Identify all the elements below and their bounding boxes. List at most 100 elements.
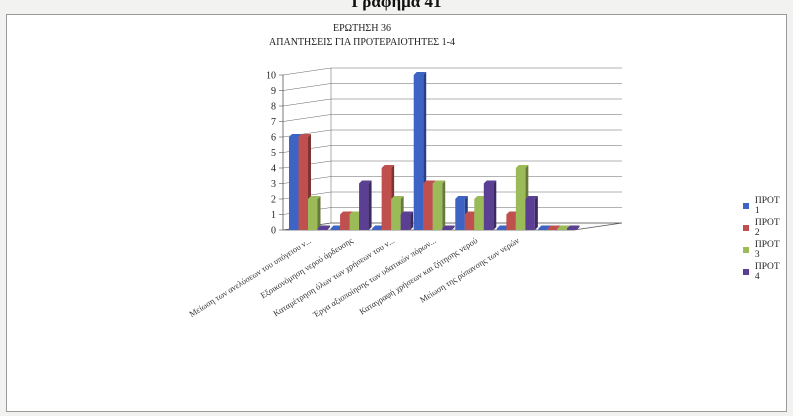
legend-label: ΠΡΟΤ 3 <box>754 240 780 260</box>
bar <box>308 199 318 230</box>
bar <box>515 168 526 230</box>
bar-top <box>298 134 311 137</box>
bar-side <box>317 196 321 230</box>
bar-top <box>423 180 436 184</box>
bar-top <box>432 180 446 184</box>
bar-top <box>496 225 510 229</box>
chart-frame: ΕΡΩΤΗΣΗ 36 ΑΠΑΝΤΗΣΕΙΣ ΓΙΑ ΠΡΟΤΕΡΑΙΟΤΗΤΕΣ… <box>6 14 787 412</box>
legend-swatch <box>743 269 749 275</box>
bar-top <box>442 225 455 229</box>
bar-side <box>410 211 414 230</box>
chart-title: ΕΡΩΤΗΣΗ 36 <box>333 23 391 34</box>
bar-top <box>400 211 414 215</box>
bar <box>547 228 558 230</box>
bar-top <box>455 196 468 199</box>
y-tick-label: 1 <box>271 210 276 221</box>
bar-top <box>381 165 395 168</box>
y-tick-label: 10 <box>266 71 276 82</box>
bar <box>474 199 484 230</box>
y-tick-label: 0 <box>271 226 276 237</box>
y-tick-label: 5 <box>271 148 276 159</box>
bar-top <box>474 196 487 199</box>
bar <box>525 199 535 230</box>
gridline-side <box>282 114 332 122</box>
legend-label: ΠΡΟΤ 4 <box>754 262 780 282</box>
bar <box>538 228 548 230</box>
grid-layer <box>279 67 623 231</box>
legend-item: ΠΡΟΤ 1 <box>743 195 786 217</box>
bar-top <box>359 180 372 184</box>
bar <box>349 214 360 230</box>
legend-item: ΠΡΟΤ 2 <box>743 217 786 239</box>
gridline-side <box>282 83 332 91</box>
bar-side <box>442 180 446 230</box>
bar-top <box>372 225 385 229</box>
gridline-side <box>282 67 332 76</box>
y-tick-label: 2 <box>271 195 276 206</box>
bar-side <box>493 180 497 230</box>
bar <box>381 168 392 230</box>
y-tick-label: 3 <box>271 179 276 190</box>
bar-top <box>308 196 321 199</box>
bar <box>298 137 308 230</box>
bar <box>496 228 507 230</box>
bar <box>455 199 465 230</box>
legend-swatch <box>743 225 749 231</box>
bar-side <box>451 225 455 230</box>
bar-top <box>483 180 497 184</box>
legend-swatch <box>743 247 749 253</box>
legend: ΠΡΟΤ 1 ΠΡΟΤ 2 ΠΡΟΤ 3 ΠΡΟΤ 4 <box>743 195 786 283</box>
bar <box>391 199 401 230</box>
bar-top <box>538 225 551 229</box>
legend-item: ΠΡΟΤ 3 <box>743 239 786 261</box>
bar <box>506 214 516 230</box>
bar-top <box>525 196 538 199</box>
y-tick-label: 4 <box>271 164 276 175</box>
bar <box>317 228 327 230</box>
bar <box>423 183 433 230</box>
legend-swatch <box>743 203 749 209</box>
bar-top <box>547 225 561 229</box>
y-tick-label: 6 <box>271 133 276 144</box>
bar-top <box>330 225 344 229</box>
bar <box>413 75 424 230</box>
legend-item: ΠΡΟΤ 4 <box>743 261 786 283</box>
bar-side <box>576 225 580 230</box>
y-tick-label: 8 <box>271 102 276 113</box>
bar-top <box>557 225 570 229</box>
chart-subtitle: ΑΠΑΝΤΗΣΕΙΣ ΓΙΑ ΠΡΟΤΕΡΑΙΟΤΗΤΕΣ 1-4 <box>269 37 455 48</box>
bar-side <box>534 196 538 230</box>
bars-layer <box>289 72 580 230</box>
bar-top <box>566 225 580 229</box>
gridline-side <box>282 98 332 107</box>
y-tick-label: 7 <box>271 117 276 128</box>
bar-top <box>340 211 353 215</box>
bar <box>557 228 567 230</box>
bar <box>340 214 350 230</box>
bar-top <box>349 211 363 215</box>
bar-top <box>317 225 330 229</box>
legend-label: ΠΡΟΤ 1 <box>754 196 780 216</box>
bar-top <box>506 211 519 215</box>
bar-side <box>368 180 372 230</box>
bar <box>330 228 341 230</box>
bar-top <box>391 196 404 199</box>
bar-side <box>327 225 330 230</box>
bar <box>289 137 299 230</box>
bar <box>432 183 443 230</box>
legend-label: ΠΡΟΤ 2 <box>754 218 780 238</box>
page-heading: Γραφήμα 41 <box>351 0 442 11</box>
bar-top <box>289 134 302 137</box>
bar <box>372 228 382 230</box>
bar <box>464 214 475 230</box>
bar <box>400 214 411 230</box>
bar <box>442 228 452 230</box>
y-tick-label: 9 <box>271 86 276 97</box>
bar <box>359 183 369 230</box>
bar-top <box>464 211 478 215</box>
bar-top <box>515 165 529 168</box>
bar <box>483 183 494 230</box>
bar <box>566 228 577 230</box>
